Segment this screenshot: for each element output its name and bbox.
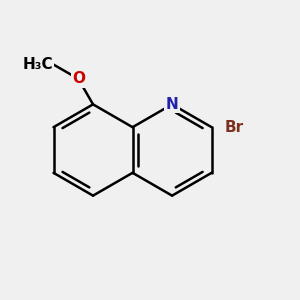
Text: N: N [166,97,178,112]
Text: H₃C: H₃C [22,57,53,72]
Text: Br: Br [225,120,244,135]
Text: O: O [72,71,85,86]
